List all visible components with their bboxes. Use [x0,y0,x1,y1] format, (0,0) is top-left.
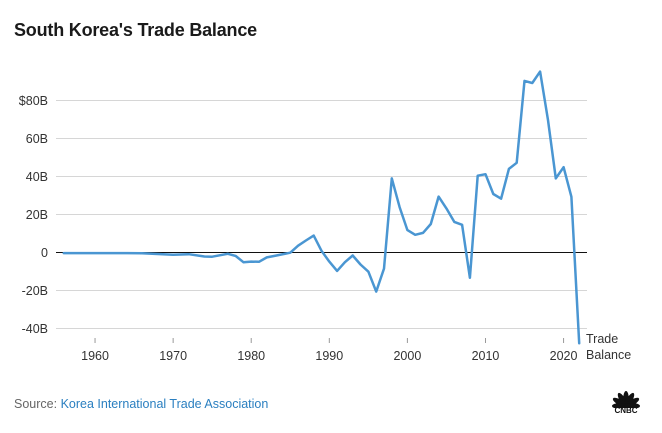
y-tick-label: 0 [41,246,48,260]
x-tick-label: 1990 [315,349,343,363]
chart-title: South Korea's Trade Balance [14,20,257,40]
x-tick-label: 1970 [159,349,187,363]
trade-balance-line [62,70,581,345]
x-tick-label: 2020 [550,349,578,363]
y-tick-label: -40B [22,322,48,336]
y-tick-label: -20B [22,284,48,298]
source-prefix: Source: [14,397,61,411]
source-link[interactable]: Korea International Trade Association [60,397,269,411]
x-tick-label: 2000 [393,349,421,363]
cnbc-logo-text: CNBC [614,406,638,415]
source-note: Source: Korea International Trade Associ… [14,397,268,411]
peacock-icon [612,391,640,409]
series-label-line2: Balance [586,348,631,362]
x-tick-label: 2010 [472,349,500,363]
y-tick-label: 20B [26,208,48,222]
trade-balance-chart: $80B 60B 40B 20B 0 -20B -40B 1960 1970 1980 1990 2… [19,70,631,363]
series-label: Trade [586,332,618,346]
x-tick-label: 1960 [81,349,109,363]
y-tick-label: 60B [26,132,48,146]
cnbc-logo: CNBC [606,380,646,420]
y-tick-label: 40B [26,170,48,184]
x-tick-label: 1980 [237,349,265,363]
y-tick-label: $80B [19,94,48,108]
